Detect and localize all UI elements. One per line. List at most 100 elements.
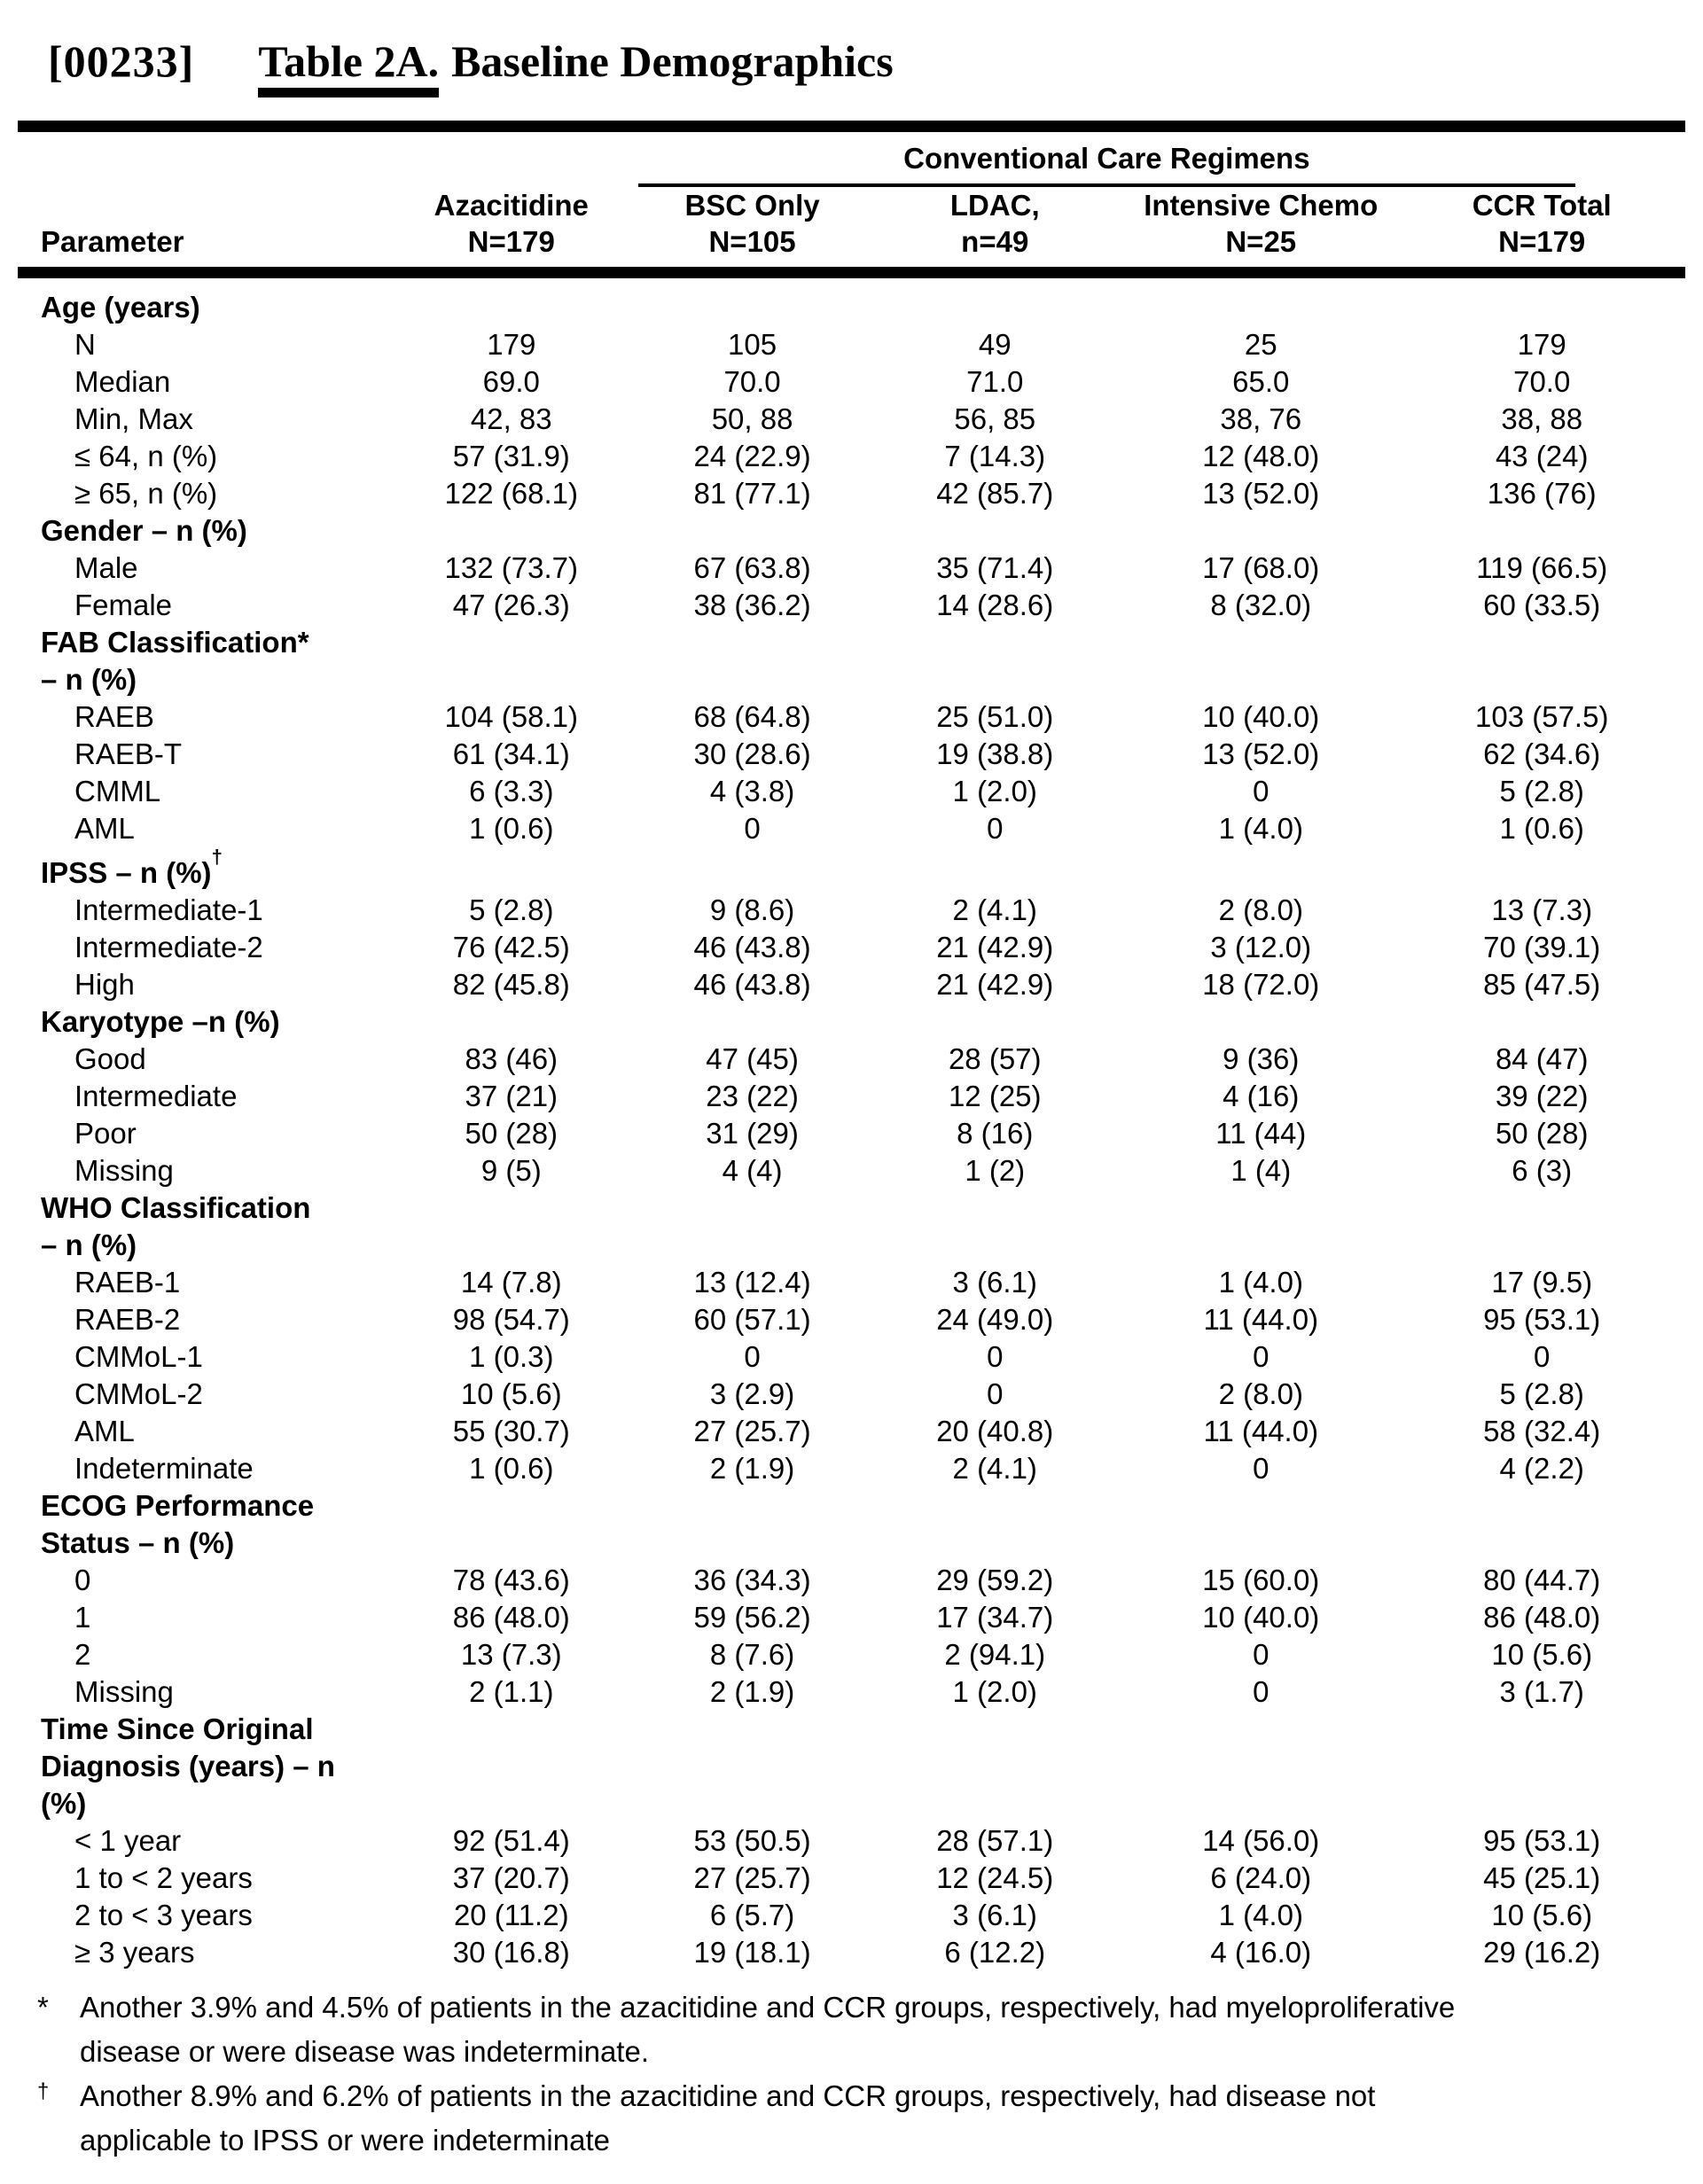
cell-value: 86 (48.0) (1483, 1601, 1601, 1634)
cell-value: 8 (16) (957, 1117, 1034, 1150)
cell-value: 5 (2.8) (469, 893, 554, 926)
table-row: Missing 2 (1.1) 2 (1.9) 1 (2.0) 0 3 (1.7) (18, 1673, 1685, 1711)
cell-value: 17 (34.7) (936, 1601, 1054, 1634)
cell-value: 4 (4) (722, 1154, 783, 1187)
section-header: – n (%) (41, 663, 137, 696)
cell-value: 4 (2.2) (1499, 1452, 1584, 1485)
cell-value: 2 (1.9) (709, 1675, 795, 1708)
cell-value: 39 (22) (1495, 1080, 1589, 1112)
cell-value: 38 (36.2) (693, 589, 811, 621)
cell-value: 179 (487, 328, 536, 361)
row-label: ≥ 65, n (%) (74, 477, 218, 510)
table-row: CMMoL-2 10 (5.6) 3 (2.9) 0 2 (8.0) 5 (2.8) (18, 1376, 1685, 1413)
table-body: Age (years) N 179 105 49 25 179 Median 69.0 70.0 7… (18, 273, 1685, 1972)
footnotes: * Another 3.9% and 4.5% of patients in t… (18, 1985, 1685, 2163)
column-header-bsc-only: BSC Only N=105 (637, 187, 867, 278)
column-header-label: BSC Only (684, 189, 820, 222)
cell-value: 0 (744, 812, 761, 845)
section-header: Diagnosis (years) – n (41, 1750, 335, 1782)
cell-value: 2 (8.0) (1218, 893, 1303, 926)
cell-value: 179 (1517, 328, 1566, 361)
cell-value: 4 (16) (1223, 1080, 1300, 1112)
table-row: 1 to < 2 years 37 (20.7) 27 (25.7) 12 (24.5… (18, 1860, 1685, 1897)
cell-value: 132 (73.7) (444, 551, 578, 584)
cell-value: 1 (2) (965, 1154, 1026, 1187)
cell-value: 38, 76 (1220, 402, 1302, 435)
table-row: Missing 9 (5) 4 (4) 1 (2) 1 (4) 6 (3) (18, 1152, 1685, 1190)
cell-value: 46 (43.8) (693, 968, 811, 1001)
page-title: Table 2A. Baseline Demographics (258, 35, 894, 98)
row-label: High (74, 968, 135, 1001)
table-row: High 82 (45.8) 46 (43.8) 21 (42.9) 18 (72.0)… (18, 966, 1685, 1003)
cell-value: 20 (11.2) (453, 1899, 569, 1931)
cell-value: 42, 83 (470, 402, 552, 435)
row-label: CMMoL-1 (74, 1340, 203, 1373)
table-caption: Baseline Demographics (451, 36, 894, 86)
cell-value: 12 (24.5) (936, 1861, 1054, 1894)
cell-value: 86 (48.0) (452, 1601, 570, 1634)
cell-value: 0 (1253, 775, 1269, 807)
table-row: Intermediate-2 76 (42.5) 46 (43.8) 21 (42.9… (18, 929, 1685, 966)
cell-value: 29 (59.2) (936, 1564, 1054, 1596)
cell-value: 15 (60.0) (1202, 1564, 1320, 1596)
cell-value: 0 (1534, 1340, 1551, 1373)
row-label: Female (74, 589, 173, 621)
cell-value: 82 (45.8) (452, 968, 570, 1001)
cell-value: 42 (85.7) (936, 477, 1054, 510)
table-row: 1 86 (48.0) 59 (56.2) 17 (34.7) 10 (40.0) 86 … (18, 1599, 1685, 1636)
column-header-n: N=179 (1498, 225, 1586, 258)
baseline-demographics-table: Conventional Care Regimens Parameter Aza… (18, 121, 1685, 1971)
cell-value: 58 (32.4) (1483, 1415, 1601, 1447)
cell-value: 0 (1253, 1340, 1269, 1373)
cell-value: 105 (728, 328, 777, 361)
cell-value: 57 (31.9) (452, 440, 570, 472)
cell-value: 6 (12.2) (944, 1936, 1046, 1969)
cell-value: 35 (71.4) (936, 551, 1054, 584)
row-label: 2 (74, 1638, 91, 1671)
cell-value: 13 (52.0) (1202, 477, 1320, 510)
row-label: 0 (74, 1564, 91, 1596)
cell-value: 24 (49.0) (936, 1303, 1054, 1336)
table-row: CMML 6 (3.3) 4 (3.8) 1 (2.0) 0 5 (2.8) (18, 773, 1685, 810)
column-header-label: Parameter (41, 225, 184, 258)
cell-value: 119 (66.5) (1476, 551, 1608, 584)
cell-value: 2 (4.1) (952, 893, 1037, 926)
cell-value: 10 (40.0) (1202, 1601, 1320, 1634)
cell-value: 1 (0.6) (469, 812, 554, 845)
cell-value: 6 (5.7) (709, 1899, 795, 1931)
column-header-label: CCR Total (1472, 189, 1612, 222)
table-title: [00233] Table 2A. Baseline Demographics (18, 35, 1685, 98)
section-header: WHO Classification (41, 1191, 311, 1224)
spanner-gap (18, 121, 638, 187)
column-header-n: N=25 (1225, 225, 1297, 258)
section-header-row: IPSS – n (%)† (18, 846, 1685, 892)
cell-value: 23 (22) (706, 1080, 799, 1112)
footnote-dagger: † Another 8.9% and 6.2% of patients in t… (37, 2074, 1685, 2163)
cell-value: 55 (30.7) (452, 1415, 570, 1447)
cell-value: 1 (2.0) (952, 775, 1037, 807)
table-row: Min, Max 42, 83 50, 88 56, 85 38, 76 38, 88 (18, 401, 1685, 438)
column-header-n: N=179 (467, 225, 555, 258)
table-row: RAEB-1 14 (7.8) 13 (12.4) 3 (6.1) 1 (4.0) 17 … (18, 1264, 1685, 1301)
cell-value: 50, 88 (711, 402, 793, 435)
footnote-marker: * (37, 1991, 49, 2024)
section-header: ECOG Performance (41, 1489, 315, 1522)
table-row: 2 to < 3 years 20 (11.2) 6 (5.7) 3 (6.1) 1 (… (18, 1897, 1685, 1934)
cell-value: 47 (45) (706, 1042, 799, 1075)
row-label: RAEB-1 (74, 1266, 181, 1299)
table-row: Poor 50 (28) 31 (29) 8 (16) 11 (44) 50 (28) (18, 1115, 1685, 1152)
cell-value: 0 (1253, 1638, 1269, 1671)
cell-value: 9 (8.6) (709, 893, 795, 926)
row-label: Good (74, 1042, 146, 1075)
row-label: Intermediate (74, 1080, 238, 1112)
cell-value: 71.0 (966, 365, 1024, 398)
table-row: RAEB-T 61 (34.1) 30 (28.6) 19 (38.8) 13 (52.… (18, 736, 1685, 773)
cell-value: 7 (14.3) (944, 440, 1046, 472)
cell-value: 45 (25.1) (1483, 1861, 1601, 1894)
cell-value: 103 (57.5) (1475, 700, 1609, 733)
section-header-row: (%) (18, 1785, 1685, 1822)
cell-value: 70.0 (723, 365, 781, 398)
cell-value: 6 (24.0) (1210, 1861, 1312, 1894)
spanner-cell: Conventional Care Regimens (637, 121, 1685, 187)
